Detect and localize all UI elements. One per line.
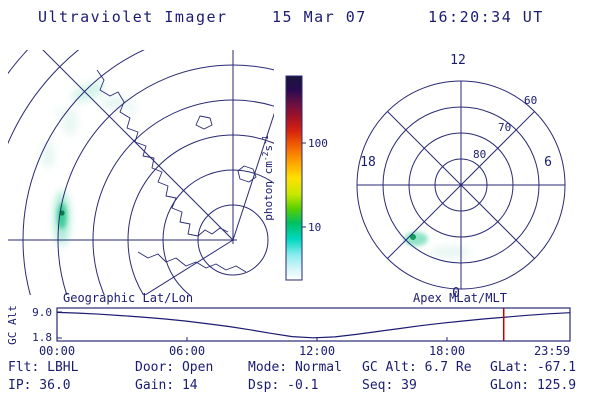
xtick-0600: 06:00 (169, 344, 205, 358)
xtick-1200: 12:00 (299, 344, 335, 358)
status-mode: Mode: Normal (248, 360, 342, 375)
altitude-panel: GC Alt 9.0 1.8 00:00 06:00 12:00 18:00 2… (6, 305, 571, 358)
geographic-plot (8, 50, 274, 295)
coastline (96, 69, 257, 273)
date-label: 15 Mar 07 (272, 8, 367, 26)
altitude-ylabel: GC Alt (6, 305, 19, 345)
colorbar-units-label: photon cm-2s-1 (261, 135, 275, 221)
geographic-grid (8, 50, 274, 295)
mlt-label-18: 18 (360, 155, 376, 170)
altitude-ytick-top: 9.0 (32, 306, 52, 319)
mlt-label-6: 6 (544, 155, 552, 170)
colorbar-tick-label-100: 100 (308, 137, 328, 150)
page-title: Ultraviolet Imager (38, 8, 228, 26)
status-ip: IP: 36.0 (8, 378, 71, 393)
header: Ultraviolet Imager 15 Mar 07 16:20:34 UT (38, 8, 544, 26)
mlt-label-0: 0 (452, 286, 460, 301)
apex-grid (356, 80, 566, 290)
geographic-caption: Geographic Lat/Lon (63, 291, 193, 305)
aurora-diffuse-patches (42, 81, 137, 168)
colorbar-units-sup2: -1 (261, 135, 270, 145)
time-label: 16:20:34 UT (428, 8, 544, 26)
mlat-ring-label-60: 60 (524, 94, 537, 107)
colorbar-units-base2: s (262, 145, 275, 152)
mlt-label-12: 12 (450, 53, 466, 68)
xtick-2359: 23:59 (534, 344, 570, 358)
status-glon: GLon: 125.9 (490, 378, 576, 393)
status-door: Door: Open (135, 360, 213, 375)
mlat-ring-label-70: 70 (498, 121, 511, 134)
status-readout: Flt: LBHL Door: Open Mode: Normal GC Alt… (8, 360, 576, 393)
xtick-0000: 00:00 (39, 344, 75, 358)
mlat-ring-label-80: 80 (473, 148, 486, 161)
aurora-bright-patch (54, 191, 70, 245)
apex-plot: 12 18 6 0 60 70 80 (356, 53, 566, 301)
colorbar-units-base1: photon cm (262, 161, 275, 221)
altitude-axes-box (56, 307, 571, 342)
apex-caption: Apex MLat/MLT (413, 291, 507, 305)
xtick-1800: 18:00 (429, 344, 465, 358)
colorbar-tick-label-10: 10 (308, 221, 321, 234)
altitude-curve (56, 311, 571, 339)
colorbar-gradient (285, 75, 303, 281)
status-gain: Gain: 14 (135, 378, 198, 393)
status-gc-alt: GC Alt: 6.7 Re (362, 360, 472, 375)
status-glat: GLat: -67.1 (490, 360, 576, 375)
colorbar-units-sup1: -2 (261, 151, 270, 161)
status-flt: Flt: LBHL (8, 360, 79, 375)
altitude-ytick-bottom: 1.8 (32, 331, 52, 344)
status-seq: Seq: 39 (362, 378, 417, 393)
status-dsp: Dsp: -0.1 (248, 378, 318, 393)
altitude-axis-ticks (57, 311, 448, 341)
colorbar: 100 10 photon cm-2s-1 (261, 75, 328, 281)
